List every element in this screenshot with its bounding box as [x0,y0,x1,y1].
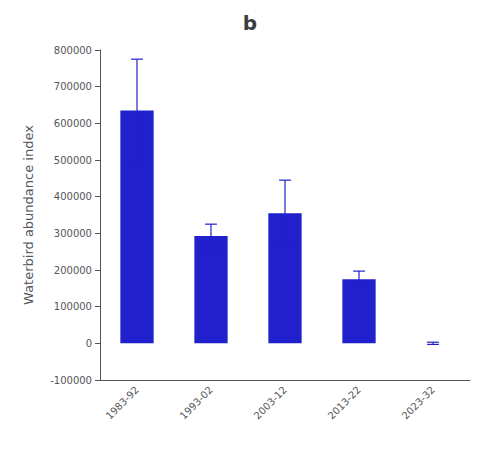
svg-text:300000: 300000 [54,228,92,239]
svg-text:0: 0 [86,338,92,349]
svg-text:2013-22: 2013-22 [326,384,363,421]
svg-text:600000: 600000 [54,118,92,129]
svg-text:100000: 100000 [54,301,92,312]
svg-text:2023-32: 2023-32 [400,384,437,421]
svg-text:b: b [243,11,257,35]
svg-text:800000: 800000 [54,45,92,56]
svg-text:400000: 400000 [54,191,92,202]
svg-text:500000: 500000 [54,155,92,166]
svg-text:2003-12: 2003-12 [252,384,289,421]
svg-text:Waterbird abundance index: Waterbird abundance index [21,125,36,305]
svg-text:700000: 700000 [54,81,92,92]
svg-text:-100000: -100000 [50,375,92,386]
svg-text:200000: 200000 [54,265,92,276]
svg-text:1983-92: 1983-92 [104,384,141,421]
svg-text:1993-02: 1993-02 [178,384,215,421]
